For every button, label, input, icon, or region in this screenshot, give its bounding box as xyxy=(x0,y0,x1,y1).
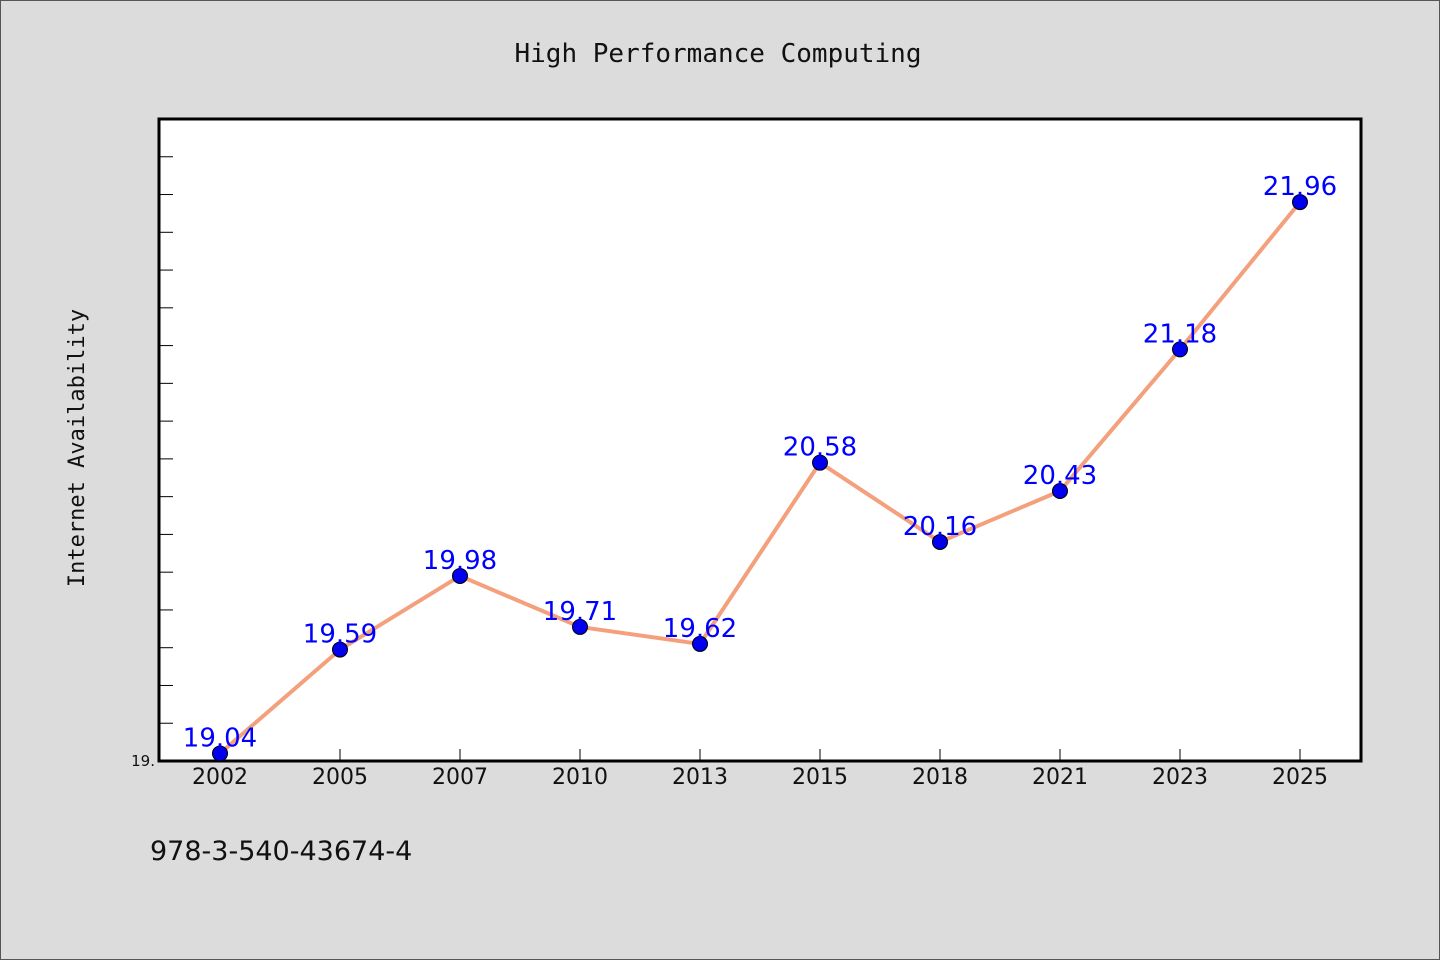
data-point xyxy=(932,533,948,550)
x-tick-label: 2018 xyxy=(912,765,968,790)
x-tick-label: 2025 xyxy=(1272,765,1328,790)
x-tick-label: 2021 xyxy=(1032,765,1088,790)
plot-area xyxy=(157,117,1363,763)
data-label: 20.43 xyxy=(1023,461,1097,491)
y-axis-label: Internet Availability xyxy=(65,309,90,587)
data-label: 19.04 xyxy=(183,723,257,753)
data-point xyxy=(212,745,228,762)
data-label: 19.62 xyxy=(663,614,737,644)
data-point xyxy=(1292,194,1308,211)
data-point xyxy=(332,641,348,658)
x-tick-label: 2007 xyxy=(432,765,488,790)
data-label: 20.58 xyxy=(783,433,857,463)
data-point xyxy=(572,618,588,635)
data-point xyxy=(692,635,708,652)
data-point xyxy=(1172,341,1188,358)
x-tick-label: 2002 xyxy=(192,765,248,790)
x-tick-label: 2010 xyxy=(552,765,608,790)
data-point xyxy=(452,567,468,584)
y-axis-ticks: 19. xyxy=(131,156,173,770)
y-tick-label: 19. xyxy=(131,752,155,770)
x-tick-label: 2023 xyxy=(1152,765,1208,790)
data-point xyxy=(812,454,828,471)
data-label: 21.18 xyxy=(1143,319,1217,349)
isbn-footnote: 978-3-540-43674-4 xyxy=(150,836,413,867)
data-label: 21.96 xyxy=(1263,172,1337,202)
data-label: 19.71 xyxy=(543,597,617,627)
chart-title: High Performance Computing xyxy=(515,39,922,69)
x-tick-label: 2013 xyxy=(672,765,728,790)
data-label: 20.16 xyxy=(903,512,977,542)
series-line xyxy=(218,200,1302,755)
data-point xyxy=(1052,482,1068,499)
series-layer: 19.04 19.59 19.98 19.71 19.62 20.58 20.16 20.43… xyxy=(183,172,1337,762)
data-label: 19.98 xyxy=(423,546,497,576)
x-tick-label: 2005 xyxy=(312,765,368,790)
x-tick-label: 2015 xyxy=(792,765,848,790)
data-label: 19.59 xyxy=(303,620,377,650)
